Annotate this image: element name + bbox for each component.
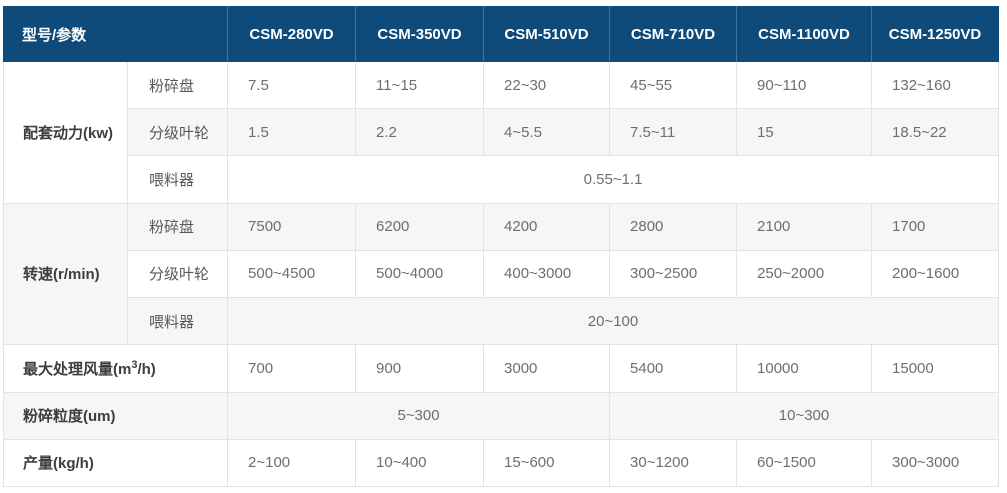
value-cell: 7500	[228, 203, 357, 251]
table-row: 分级叶轮 1.5 2.2 4~5.5 7.5~11 15 18.5~22	[3, 109, 1000, 157]
value-cell: 400~3000	[484, 250, 611, 299]
value-cell: 7.5~11	[610, 109, 738, 157]
value-cell: 2~100	[228, 439, 357, 487]
table-row: 喂料器 0.55~1.1	[3, 156, 1000, 204]
header-row: 型号/参数 CSM-280VD CSM-350VD CSM-510VD CSM-…	[3, 6, 1000, 62]
value-cell: 700	[228, 345, 357, 393]
value-cell: 2.2	[356, 109, 485, 157]
table-row: 产量(kg/h) 2~100 10~400 15~600 30~1200 60~…	[3, 439, 1000, 487]
value-cell: 4~5.5	[484, 109, 611, 157]
value-cell: 22~30	[484, 62, 611, 110]
value-cell: 500~4000	[356, 250, 485, 299]
value-cell: 250~2000	[737, 250, 873, 299]
value-cell: 7.5	[228, 62, 357, 110]
row-label-capacity: 产量(kg/h)	[3, 439, 229, 487]
spec-table-container: 型号/参数 CSM-280VD CSM-350VD CSM-510VD CSM-…	[3, 6, 1000, 487]
sub-param-label: 分级叶轮	[128, 109, 229, 157]
merged-value-cell: 5~300	[228, 392, 611, 440]
table-row: 转速(r/min) 粉碎盘 7500 6200 4200 2800 2100 1…	[3, 203, 1000, 346]
row-label-fineness: 粉碎粒度(um)	[3, 392, 229, 440]
table-row: 粉碎粒度(um) 5~300 10~300	[3, 392, 1000, 440]
value-cell: 10000	[737, 345, 873, 393]
value-cell: 1700	[872, 203, 1000, 251]
sub-param-label: 粉碎盘	[128, 62, 229, 110]
value-cell: 30~1200	[610, 439, 738, 487]
value-cell: 11~15	[356, 62, 485, 110]
value-cell: 2800	[610, 203, 738, 251]
spec-table: 型号/参数 CSM-280VD CSM-350VD CSM-510VD CSM-…	[3, 6, 1000, 487]
sub-param-label: 粉碎盘	[128, 203, 229, 251]
value-cell: 500~4500	[228, 250, 357, 299]
value-cell: 15	[737, 109, 873, 157]
sub-param-label: 喂料器	[128, 298, 229, 346]
table-row: 最大处理风量(m3/h) 700 900 3000 5400 10000 150…	[3, 345, 1000, 393]
table-row: 配套动力(kw) 粉碎盘 7.5 11~15 22~30 45~55 90~11…	[3, 62, 1000, 204]
merged-value-cell: 0.55~1.1	[228, 156, 1000, 204]
sub-param-label: 分级叶轮	[128, 250, 229, 299]
value-cell: 300~3000	[872, 439, 1000, 487]
value-cell: 15000	[872, 345, 1000, 393]
table-row: 分级叶轮 500~4500 500~4000 400~3000 300~2500…	[3, 250, 1000, 299]
value-cell: 900	[356, 345, 485, 393]
value-cell: 60~1500	[737, 439, 873, 487]
value-cell: 10~400	[356, 439, 485, 487]
value-cell: 4200	[484, 203, 611, 251]
group-label-speed: 转速(r/min)	[3, 203, 128, 346]
value-cell: 132~160	[872, 62, 1000, 110]
model-header-csm-510vd: CSM-510VD	[484, 6, 611, 62]
value-cell: 18.5~22	[872, 109, 1000, 157]
merged-value-cell: 10~300	[610, 392, 1000, 440]
model-header-csm-1250vd: CSM-1250VD	[872, 6, 1000, 62]
model-header-csm-1100vd: CSM-1100VD	[737, 6, 873, 62]
sub-param-label: 喂料器	[128, 156, 229, 204]
value-cell: 200~1600	[872, 250, 1000, 299]
value-cell: 1.5	[228, 109, 357, 157]
value-cell: 6200	[356, 203, 485, 251]
row-label-airflow: 最大处理风量(m3/h)	[3, 345, 229, 393]
param-header-cell: 型号/参数	[3, 6, 229, 62]
value-cell: 45~55	[610, 62, 738, 110]
value-cell: 5400	[610, 345, 738, 393]
group-label-power: 配套动力(kw)	[3, 62, 128, 204]
merged-value-cell: 20~100	[228, 298, 1000, 346]
value-cell: 3000	[484, 345, 611, 393]
model-header-csm-350vd: CSM-350VD	[356, 6, 485, 62]
value-cell: 300~2500	[610, 250, 738, 299]
value-cell: 15~600	[484, 439, 611, 487]
value-cell: 2100	[737, 203, 873, 251]
table-row: 喂料器 20~100	[3, 298, 1000, 346]
airflow-label-superscript: 3	[131, 358, 138, 371]
airflow-label-prefix: 最大处理风量(m	[23, 360, 132, 378]
model-header-csm-280vd: CSM-280VD	[228, 6, 357, 62]
model-header-csm-710vd: CSM-710VD	[610, 6, 738, 62]
airflow-label-suffix: /h)	[137, 360, 156, 378]
value-cell: 90~110	[737, 62, 873, 110]
